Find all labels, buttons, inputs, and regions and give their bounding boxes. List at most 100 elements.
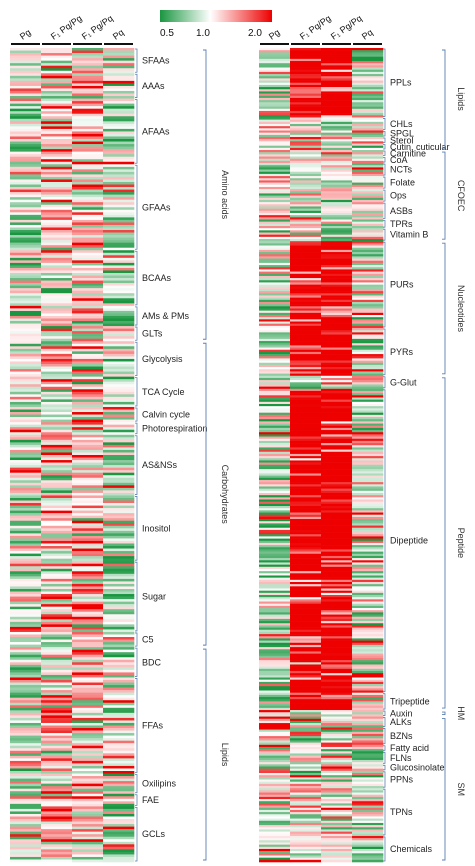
heatmap-cell [72,778,104,782]
heatmap-cell [290,495,322,498]
heatmap-cell [72,381,104,385]
heatmap-cell [352,844,384,848]
heatmap-cell [10,75,42,79]
heatmap-cell [290,749,322,752]
heatmap-cell [10,695,42,698]
heatmap-cell [10,571,42,575]
heatmap-cell [352,330,384,333]
heatmap-cell [290,718,322,722]
heatmap-cell [321,614,353,618]
heatmap-cell [321,403,353,407]
heatmap-cell [103,664,135,668]
heatmap-cell [352,716,384,720]
heatmap-cell [321,586,353,589]
heatmap-cell [72,65,104,69]
heatmap-cell [290,48,322,51]
heatmap-cell [352,430,384,433]
heatmap-cell [290,818,322,822]
heatmap-cell [103,563,135,567]
heatmap-cell [259,627,291,631]
heatmap-cell [259,260,291,264]
heatmap-cell [10,609,42,613]
heatmap-cell [259,169,291,173]
heatmap-cell [290,403,322,407]
heatmap-cell [259,477,291,481]
heatmap-cell [41,674,73,678]
heatmap-cell [41,482,73,486]
heatmap-cell [103,194,135,198]
heatmap-cell [72,743,104,747]
heatmap-cell [352,312,384,316]
heatmap-cell [321,699,353,702]
heatmap-cell [41,462,73,466]
heatmap-cell [103,601,135,605]
heatmap-cell [290,549,322,552]
heatmap-cell [41,424,73,428]
heatmap-cell [41,798,73,802]
heatmap-cell [259,707,291,711]
heatmap-cell [290,273,322,277]
row-group-label: Tripeptide [390,696,430,706]
heatmap-cell [352,829,384,832]
heatmap-cell [10,308,42,312]
heatmap-cell [10,482,42,486]
heatmap-cell [352,777,384,780]
heatmap-cell [10,841,42,845]
heatmap-cell [72,510,104,514]
heatmap-cell [290,343,322,346]
heatmap-cell [259,310,291,314]
heatmap-cell [10,490,42,494]
heatmap-cell [10,429,42,433]
heatmap-cell [259,555,291,559]
heatmap-cell [321,123,353,127]
heatmap-cell [290,608,322,611]
heatmap-cell [41,740,73,744]
heatmap-cell [10,629,42,633]
heatmap-cell [72,394,104,398]
heatmap-cell [72,111,104,115]
row-group-label: GLTs [142,329,163,339]
heatmap-cell [103,591,135,595]
column-label: Pg [18,27,33,42]
heatmap-cell [321,701,353,704]
heatmap-cell [10,849,42,853]
heatmap-cell [352,456,384,459]
heatmap-cell [290,191,322,194]
heatmap-cell [41,379,73,382]
heatmap-cell [352,260,384,264]
heatmap-cell [103,179,135,183]
heatmap-cell [321,56,353,60]
heatmap-cell [352,147,384,151]
heatmap-cell [41,776,73,779]
heatmap-cell [259,232,291,235]
heatmap-cell [290,417,322,420]
heatmap-cell [352,497,384,500]
heatmap-cell [41,184,73,188]
heatmap-cell [72,399,104,403]
heatmap-cell [321,684,353,687]
heatmap-cell [72,290,104,294]
heatmap-cell [352,577,384,581]
heatmap-cell [41,647,73,650]
heatmap-cell [41,199,73,203]
heatmap-cell [290,631,322,635]
row-group-label: Folate [390,178,415,188]
heatmap-cell [259,106,291,110]
heatmap-cell [259,638,291,641]
heatmap-cell [290,564,322,568]
heatmap-cell [259,317,291,320]
heatmap-cell [41,639,73,643]
heatmap-cell [352,482,384,485]
heatmap-cell [41,326,73,329]
heatmap-cell [290,247,322,251]
heatmap-cell [103,566,135,570]
heatmap-cell [41,662,73,666]
heatmap-cell [41,672,73,676]
heatmap-cell [10,227,42,231]
heatmap-cell [10,247,42,251]
heatmap-cell [290,321,322,324]
heatmap-cell [10,318,42,322]
heatmap-cell [352,154,384,157]
heatmap-cell [352,762,384,765]
heatmap-cell [290,76,322,79]
